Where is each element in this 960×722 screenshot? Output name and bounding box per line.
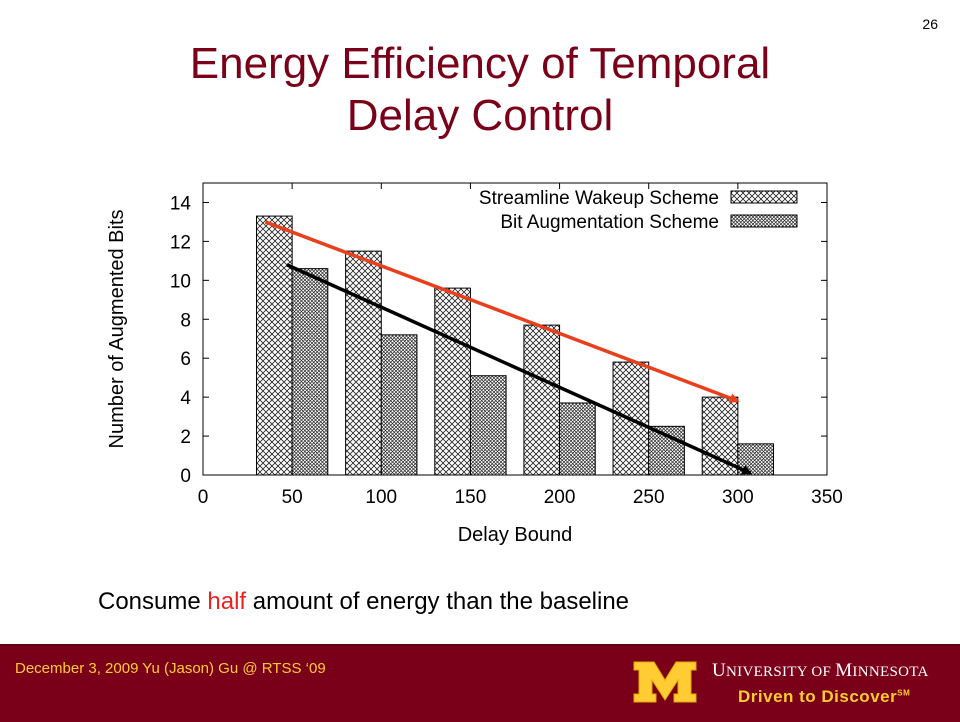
university-m-logo [633, 661, 697, 703]
axis-ticks: 0 50 100 150 200 250 300 350 0 2 4 6 8 10 12 14 [170, 183, 843, 508]
bars-group [255, 215, 775, 476]
bar-series1-200 [523, 324, 561, 476]
caption-after: amount of energy than the baseline [246, 588, 630, 615]
trend-arrows [264, 220, 753, 475]
plot-frame [202, 182, 828, 476]
black-trend-arrow [286, 263, 753, 475]
y-tick-label: 12 [170, 232, 191, 253]
y-tick-label: 14 [170, 193, 192, 214]
bar-series2-100 [380, 334, 418, 476]
caption-before: Consume [98, 588, 208, 615]
caption: Consume half amount of energy than the b… [98, 588, 629, 616]
legend-label-series2: Bit Augmentation Scheme [500, 212, 719, 233]
red-trend-arrow [264, 220, 740, 403]
university-name: UNIVERSITY OF MINNESOTA [712, 660, 929, 681]
bar-series1-100 [345, 250, 382, 476]
bar-series1-300 [701, 396, 739, 476]
bar-series2-200 [559, 402, 596, 476]
footer-text: December 3, 2009 Yu (Jason) Gu @ RTSS ‘0… [15, 660, 326, 677]
x-tick-label: 300 [722, 487, 754, 508]
legend: Streamline Wakeup Scheme Bit Augmentation… [479, 188, 798, 233]
legend-swatch-series1 [730, 190, 798, 204]
x-tick-label: 100 [365, 487, 397, 508]
footer-bar: December 3, 2009 Yu (Jason) Gu @ RTSS ‘0… [0, 644, 960, 722]
x-tick-label: 200 [544, 487, 576, 508]
legend-label-series1: Streamline Wakeup Scheme [479, 188, 719, 209]
slide-title: Energy Efficiency of Temporal Delay Cont… [0, 38, 960, 142]
bar-series1-150 [434, 287, 471, 476]
y-tick-label: 8 [180, 310, 191, 331]
legend-swatch-series2 [730, 214, 798, 228]
title-line-1: Energy Efficiency of Temporal [189, 39, 771, 88]
bar-series2-150 [469, 375, 507, 476]
x-tick-label: 50 [282, 487, 303, 508]
x-tick-label: 150 [455, 487, 487, 508]
y-axis-label: Number of Augmented Bits [106, 209, 128, 448]
x-tick-label: 350 [811, 487, 843, 508]
title-line-2: Delay Control [346, 91, 614, 140]
y-tick-label: 0 [180, 466, 191, 487]
x-tick-label: 0 [198, 487, 209, 508]
bar-series1-50 [255, 215, 293, 476]
x-axis-label: Delay Bound [458, 524, 573, 546]
x-tick-label: 250 [633, 487, 665, 508]
y-tick-label: 4 [180, 388, 191, 409]
tagline: Driven to DiscoverSM [738, 687, 911, 706]
bar-chart: 0 50 100 150 200 250 300 350 0 2 4 6 8 10 12 14 Streaml… [106, 182, 843, 546]
slide-number: 26 [922, 16, 938, 32]
caption-highlight: half [207, 588, 247, 615]
bar-series2-50 [291, 268, 329, 476]
y-tick-label: 10 [170, 271, 191, 292]
y-tick-label: 2 [180, 427, 191, 448]
y-tick-label: 6 [180, 349, 191, 370]
